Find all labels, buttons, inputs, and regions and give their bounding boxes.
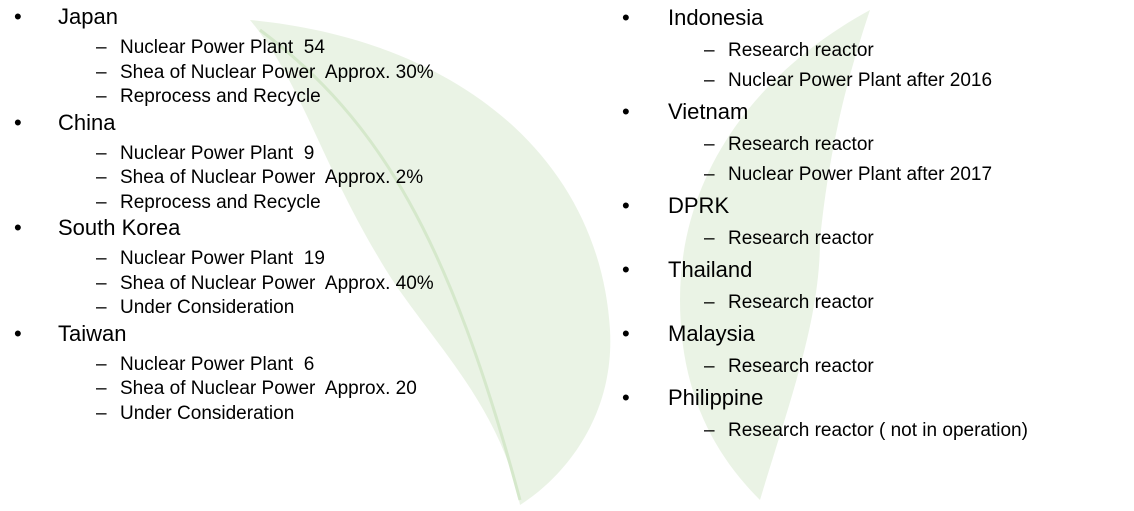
country-name: South Korea (0, 215, 600, 241)
country-name: China (0, 110, 600, 136)
sub-list: Research reactor (610, 224, 1134, 254)
sub-item: Nuclear Power Plant 9 (0, 142, 600, 167)
country-name: Indonesia (610, 2, 1134, 34)
country-name: Vietnam (610, 96, 1134, 128)
country-group: VietnamResearch reactorNuclear Power Pla… (610, 96, 1134, 190)
country-group: China Nuclear Power Plant 9Shea of Nuclea… (0, 110, 600, 216)
right-column: IndonesiaResearch reactorNuclear Power P… (610, 4, 1134, 446)
sub-item: Nuclear Power Plant 54 (0, 36, 600, 61)
sub-item: Shea of Nuclear Power Approx. 30% (0, 61, 600, 86)
sub-item: Research reactor (610, 352, 1134, 382)
sub-list: Nuclear Power Plant 54Shea of Nuclear Po… (0, 36, 600, 110)
sub-item: Shea of Nuclear Power Approx. 40% (0, 272, 600, 297)
sub-item: Research reactor (610, 224, 1134, 254)
country-name: Japan (0, 4, 600, 30)
slide: JapanNuclear Power Plant 54Shea of Nucle… (0, 0, 1134, 511)
country-name: DPRK (610, 190, 1134, 222)
sub-item: Research reactor ( not in operation) (610, 416, 1134, 446)
sub-item: Research reactor (610, 36, 1134, 66)
left-column: JapanNuclear Power Plant 54Shea of Nucle… (0, 4, 600, 426)
sub-list: Nuclear Power Plant 6Shea of Nuclear Pow… (0, 353, 600, 427)
sub-list: Research reactor ( not in operation) (610, 416, 1134, 446)
sub-list: Research reactorNuclear Power Plant afte… (610, 130, 1134, 190)
sub-item: Nuclear Power Plant after 2016 (610, 66, 1134, 96)
country-group: DPRKResearch reactor (610, 190, 1134, 254)
sub-item: Nuclear Power Plant after 2017 (610, 160, 1134, 190)
country-group: ThailandResearch reactor (610, 254, 1134, 318)
sub-list: Nuclear Power Plant 9Shea of Nuclear Pow… (0, 142, 600, 216)
country-name: Thailand (610, 254, 1134, 286)
country-group: IndonesiaResearch reactorNuclear Power P… (610, 2, 1134, 96)
sub-item: Nuclear Power Plant 6 (0, 353, 600, 378)
sub-item: Under Consideration (0, 296, 600, 321)
sub-list: Nuclear Power Plant 19Shea of Nuclear Po… (0, 247, 600, 321)
country-group: MalaysiaResearch reactor (610, 318, 1134, 382)
sub-list: Research reactor (610, 288, 1134, 318)
sub-item: Shea of Nuclear Power Approx. 20 (0, 377, 600, 402)
country-name: Malaysia (610, 318, 1134, 350)
sub-item: Shea of Nuclear Power Approx. 2% (0, 166, 600, 191)
country-name: Taiwan (0, 321, 600, 347)
sub-list: Research reactor (610, 352, 1134, 382)
sub-item: Reprocess and Recycle (0, 85, 600, 110)
sub-item: Nuclear Power Plant 19 (0, 247, 600, 272)
sub-item: Reprocess and Recycle (0, 191, 600, 216)
country-group: Taiwan Nuclear Power Plant 6Shea of Nucle… (0, 321, 600, 427)
country-group: South Korea Nuclear Power Plant 19Shea of… (0, 215, 600, 321)
sub-list: Research reactorNuclear Power Plant afte… (610, 36, 1134, 96)
country-name: Philippine (610, 382, 1134, 414)
country-group: Japan Nuclear Power Plant 54Shea of Nucle… (0, 4, 600, 110)
sub-item: Research reactor (610, 288, 1134, 318)
country-group: PhilippineResearch reactor ( not in oper… (610, 382, 1134, 446)
sub-item: Research reactor (610, 130, 1134, 160)
sub-item: Under Consideration (0, 402, 600, 427)
